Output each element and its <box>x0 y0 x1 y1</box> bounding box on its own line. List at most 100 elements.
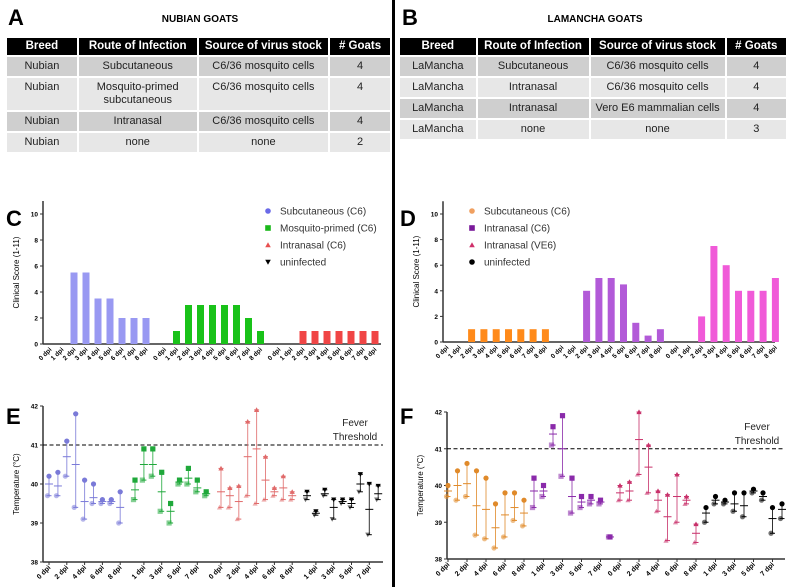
y-axis-label: Clinical Score (1-11) <box>412 235 421 307</box>
x-tick-label: 1 dpi <box>677 344 693 360</box>
data-point-group <box>691 521 700 545</box>
data-point-group <box>44 473 53 499</box>
bar <box>371 331 379 344</box>
table-cell: LaMancha <box>400 78 476 97</box>
x-tick-label: 4 dpi <box>645 561 662 578</box>
table-cell: C6/36 mosquito cells <box>198 78 329 110</box>
marker-square <box>194 477 200 483</box>
marker-square <box>550 424 556 430</box>
marker-square <box>605 534 612 540</box>
data-point-group <box>548 424 557 448</box>
table-cell: Intranasal <box>477 99 589 118</box>
marker-square <box>168 500 174 507</box>
panel-letter-d: D <box>400 206 416 231</box>
light-marker <box>225 504 231 510</box>
marker-circle <box>731 490 738 496</box>
marker-circle <box>758 497 765 503</box>
data-point-group <box>730 490 739 514</box>
light-marker <box>577 504 583 511</box>
light-marker <box>720 501 727 507</box>
x-tick-label: 4 dpi <box>599 344 615 360</box>
marker-square <box>175 481 181 487</box>
panel-letter-b: B <box>402 5 418 30</box>
marker-circle <box>711 501 717 507</box>
y-axis-label: Temperature (°C) <box>416 454 425 516</box>
marker-square <box>586 501 593 507</box>
x-tick-label: 2 dpi <box>574 344 590 360</box>
data-point-group <box>53 469 62 499</box>
marker-square <box>469 225 475 231</box>
light-marker <box>510 517 516 524</box>
marker-circle <box>701 519 708 525</box>
bar <box>209 305 216 344</box>
data-point-group <box>80 477 89 522</box>
threshold-label: Threshold <box>333 432 377 443</box>
data-point-group <box>234 483 243 522</box>
bar <box>698 316 706 342</box>
marker-triangle-down <box>313 509 319 514</box>
y-tick-label: 39 <box>435 520 443 527</box>
marker-triangle-down <box>329 517 335 522</box>
marker-square <box>150 446 156 452</box>
bar <box>656 329 664 342</box>
marker-circle <box>108 497 114 503</box>
bar <box>607 278 615 342</box>
y-tick-label: 40 <box>435 483 443 490</box>
marker-triangle-up <box>644 490 650 495</box>
light-marker <box>374 497 380 503</box>
x-tick-label: 4 dpi <box>714 344 730 360</box>
table-cell: Nubian <box>7 57 77 76</box>
table-cell: 3 <box>726 120 786 139</box>
marker-triangle-up <box>261 497 267 502</box>
light-marker <box>252 500 258 506</box>
light-marker <box>130 497 137 503</box>
marker-square <box>559 413 566 419</box>
light-marker <box>672 519 679 525</box>
data-point-group <box>625 479 634 503</box>
x-tick-label: 6 dpi <box>624 344 640 360</box>
data-point-group <box>311 509 320 518</box>
data-point-group <box>216 465 225 510</box>
light-marker <box>519 523 526 529</box>
marker-circle <box>779 501 785 507</box>
data-point-group <box>252 407 261 506</box>
y-tick-label: 42 <box>435 410 443 417</box>
table-cell: Nubian <box>7 112 77 131</box>
x-tick-label: 8 dpi <box>248 346 264 362</box>
marker-square <box>176 477 183 483</box>
marker-square <box>539 493 545 500</box>
marker-circle <box>99 497 105 503</box>
table-cell: C6/36 mosquito cells <box>590 78 725 97</box>
marker-triangle-up <box>252 500 258 506</box>
data-point-group <box>472 468 481 538</box>
table-header-row: Breed Route of Infection Source of virus s… <box>400 38 786 55</box>
light-marker <box>605 534 612 540</box>
marker-triangle-up <box>683 493 690 499</box>
panel-letter-a: A <box>8 5 24 30</box>
data-point-group <box>243 419 252 498</box>
data-point-group <box>139 446 148 483</box>
light-marker <box>596 501 602 507</box>
bar <box>710 246 718 342</box>
data-point-group <box>567 475 576 516</box>
marker-square <box>130 497 137 503</box>
marker-square <box>141 446 147 452</box>
light-marker <box>288 497 294 502</box>
marker-triangle-down <box>320 493 326 499</box>
bar <box>517 329 525 342</box>
light-marker <box>615 497 622 503</box>
bar <box>311 331 319 344</box>
x-tick-label: 1 dpi <box>131 564 148 581</box>
marker-triangle-up <box>288 497 294 502</box>
legend-label: uninfected <box>280 258 326 269</box>
marker-circle <box>90 481 97 487</box>
data-point-group <box>663 492 672 543</box>
data-point-group <box>768 504 777 536</box>
data-point-group <box>758 490 767 503</box>
marker-circle <box>46 473 52 479</box>
marker-circle <box>464 460 470 467</box>
marker-triangle-up <box>271 485 277 490</box>
light-marker <box>625 497 631 503</box>
data-point-group <box>225 485 234 510</box>
marker-triangle-up <box>225 504 231 510</box>
